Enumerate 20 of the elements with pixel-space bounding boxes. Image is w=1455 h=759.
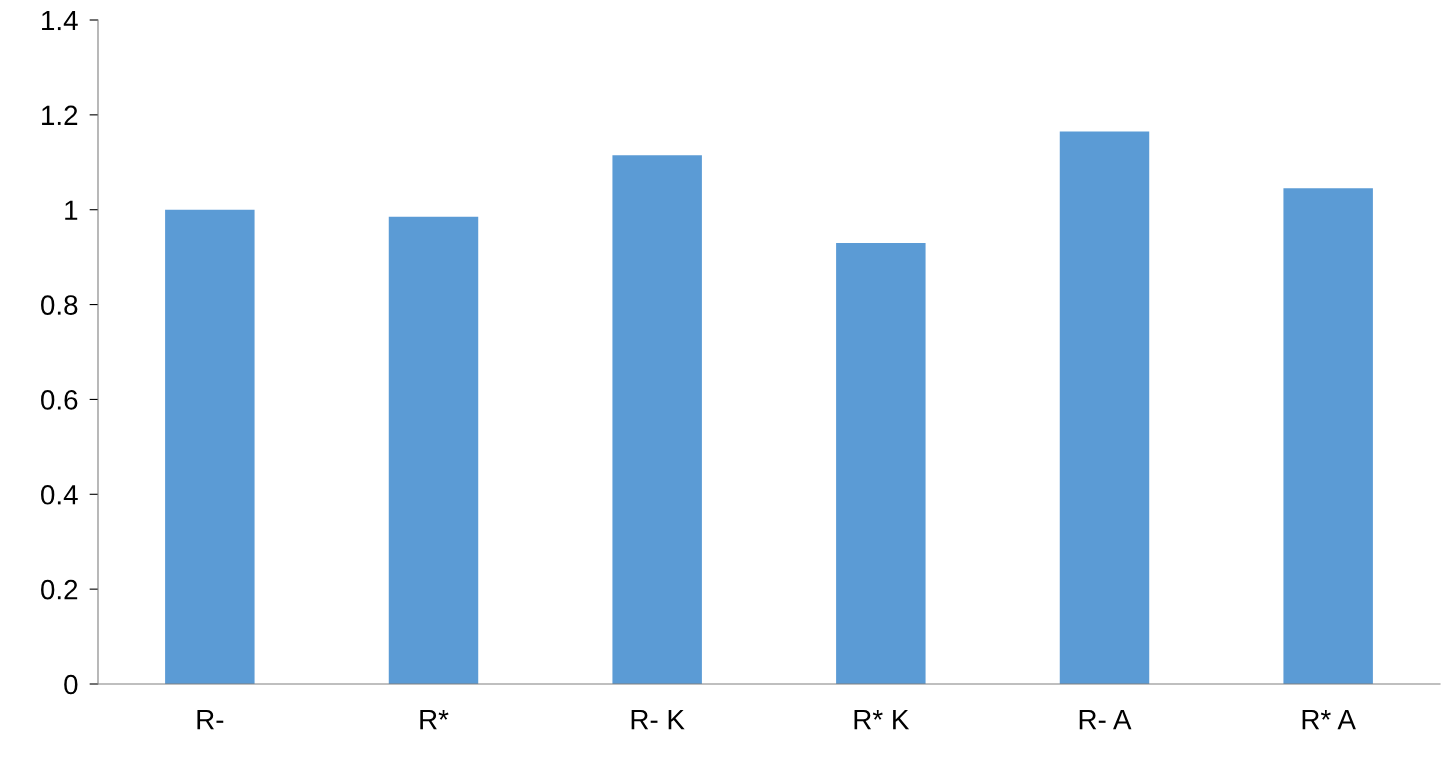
y-tick-label: 1.2: [42, 105, 78, 125]
x-tick-label: R-: [197, 710, 224, 730]
y-tick-label: 1.4: [42, 10, 78, 31]
bar: [836, 242, 926, 684]
x-tick-label: R*: [420, 710, 449, 730]
y-tick-label: 0.8: [41, 295, 78, 315]
y-tick-label: 0.4: [41, 484, 78, 505]
x-tick-label: R* A: [1302, 710, 1356, 730]
y-tick-label: 0.2: [41, 579, 78, 600]
bar: [1283, 188, 1373, 684]
bar: [612, 155, 702, 684]
bar: [1059, 131, 1150, 684]
x-tick-label: R- K: [631, 710, 685, 730]
bar: [388, 216, 479, 684]
x-tick-label: R- A: [1079, 710, 1132, 730]
y-tick-label: 0.6: [41, 390, 78, 410]
bar: [165, 209, 255, 684]
x-tick-label: R* K: [854, 710, 910, 730]
y-tick-label: 0: [64, 674, 78, 695]
y-tick-label: 1: [65, 200, 78, 220]
